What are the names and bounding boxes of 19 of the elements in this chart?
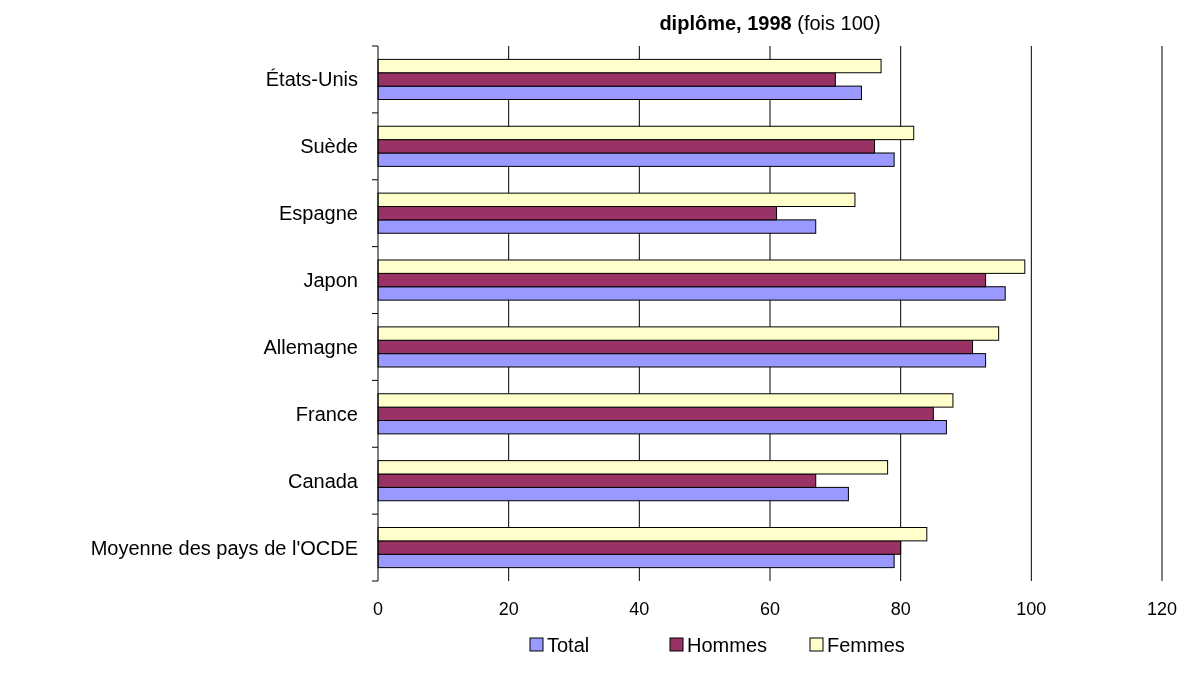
y-tick-label: Allemagne bbox=[263, 335, 358, 358]
x-tick-label: 20 bbox=[498, 599, 519, 619]
chart-title: diplôme, 1998 (fois 100) bbox=[659, 12, 881, 34]
legend-label: Total bbox=[547, 634, 590, 656]
x-tick-label: 40 bbox=[629, 599, 650, 619]
y-tick-label: France bbox=[295, 402, 358, 425]
legend-label: Femmes bbox=[827, 634, 905, 656]
x-tick-label: 120 bbox=[1146, 599, 1178, 619]
y-tick-label: Japon bbox=[303, 269, 358, 292]
x-tick-label: 0 bbox=[372, 599, 384, 619]
x-tick-label: 60 bbox=[759, 599, 781, 619]
y-tick-label: Canada bbox=[287, 469, 359, 492]
y-tick-label: États-Unis bbox=[265, 68, 358, 91]
y-tick-label: Suède bbox=[300, 135, 358, 158]
x-tick-label: 80 bbox=[890, 599, 911, 619]
y-tick-label: Espagne bbox=[279, 202, 358, 225]
y-tick-label: Moyenne des pays de l'OCDE bbox=[90, 536, 358, 559]
x-tick-label: 100 bbox=[1016, 599, 1047, 619]
legend-label: Hommes bbox=[687, 634, 768, 656]
